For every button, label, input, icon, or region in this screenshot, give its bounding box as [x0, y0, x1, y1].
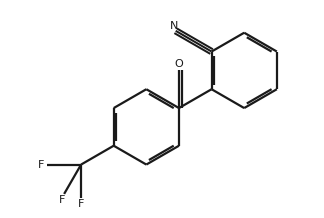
- Text: F: F: [78, 199, 84, 209]
- Text: F: F: [59, 195, 65, 204]
- Text: N: N: [170, 21, 178, 31]
- Text: F: F: [38, 160, 45, 170]
- Text: O: O: [175, 59, 183, 69]
